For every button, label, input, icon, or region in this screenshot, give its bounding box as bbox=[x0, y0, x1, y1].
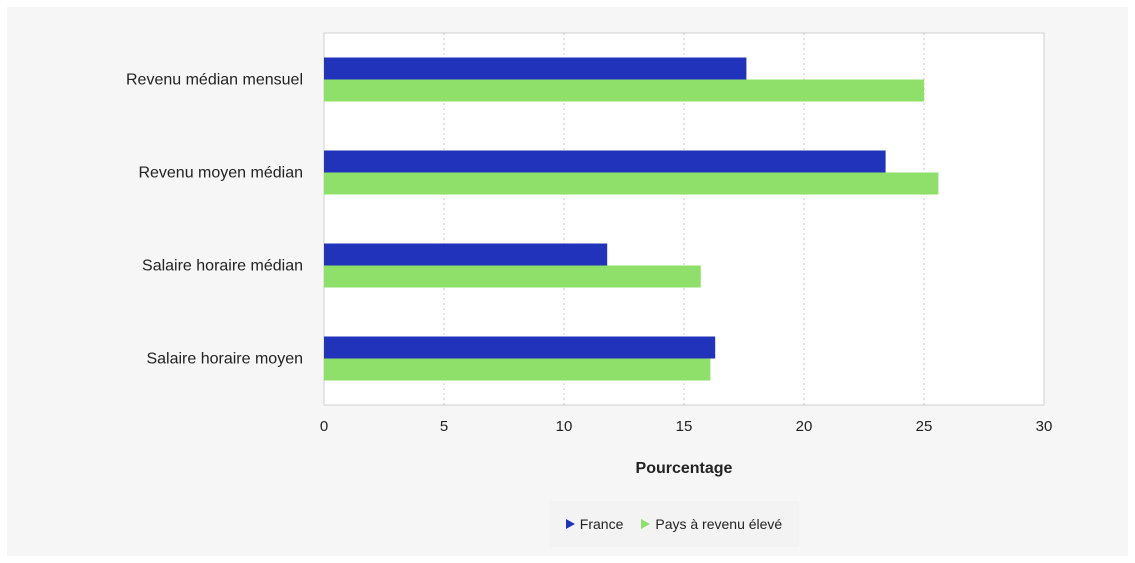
x-tick-label: 25 bbox=[916, 418, 933, 435]
legend-marker-pays-revenu-eleve-icon bbox=[641, 519, 651, 529]
category-label: Salaire horaire médian bbox=[142, 258, 303, 275]
x-tick-label: 20 bbox=[796, 418, 813, 435]
legend-item-france[interactable]: France bbox=[565, 516, 624, 532]
bar-france[interactable] bbox=[324, 336, 716, 359]
x-tick-label: 5 bbox=[440, 418, 448, 435]
bar-pays-revenu-eleve[interactable] bbox=[324, 358, 711, 381]
bar-pays-revenu-eleve[interactable] bbox=[324, 265, 701, 288]
category-label: Revenu médian mensuel bbox=[126, 72, 303, 89]
x-tick-label: 0 bbox=[320, 418, 328, 435]
legend-marker-france-icon bbox=[565, 519, 575, 529]
x-tick-label: 10 bbox=[556, 418, 573, 435]
bar-pays-revenu-eleve[interactable] bbox=[324, 172, 939, 195]
legend-item-pays-revenu-eleve[interactable]: Pays à revenu élevé bbox=[641, 516, 782, 532]
legend: France Pays à revenu élevé bbox=[549, 501, 799, 547]
x-axis-title: Pourcentage bbox=[636, 460, 733, 477]
bar-france[interactable] bbox=[324, 150, 886, 173]
chart-container: Revenu médian mensuel Revenu moyen médian… bbox=[7, 7, 1128, 556]
bar-chart: Revenu médian mensuel Revenu moyen médian… bbox=[126, 32, 1053, 477]
category-labels: Revenu médian mensuel Revenu moyen médian… bbox=[126, 72, 303, 368]
x-tick-label: 30 bbox=[1036, 418, 1053, 435]
legend-label-pays-revenu-eleve: Pays à revenu élevé bbox=[655, 516, 783, 532]
x-tick-label: 15 bbox=[676, 418, 693, 435]
legend-label-france: France bbox=[579, 516, 624, 532]
bar-pays-revenu-eleve[interactable] bbox=[324, 79, 924, 102]
bar-france[interactable] bbox=[324, 243, 608, 266]
bar-france[interactable] bbox=[324, 57, 747, 80]
category-label: Salaire horaire moyen bbox=[146, 351, 303, 368]
x-tick-labels: 0 5 10 15 20 25 30 bbox=[320, 418, 1053, 435]
category-label: Revenu moyen médian bbox=[138, 165, 303, 182]
bars bbox=[324, 57, 939, 381]
